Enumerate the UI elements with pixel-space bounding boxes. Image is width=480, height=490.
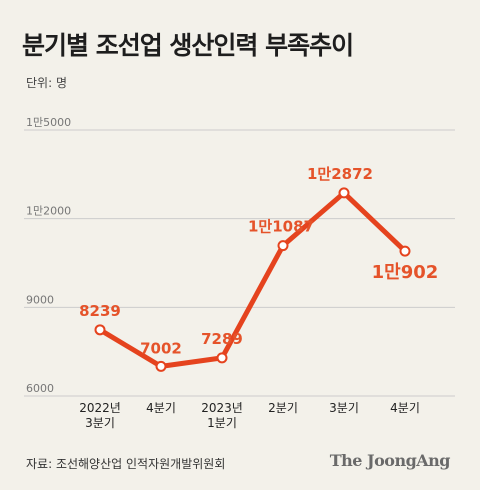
data-point-1 bbox=[155, 360, 167, 372]
x-tick-label-1: 4분기 bbox=[146, 401, 176, 415]
y-tick-label-0: 6000 bbox=[26, 382, 54, 395]
data-label-3: 1만1087 bbox=[248, 218, 314, 236]
x-tick-label-2-0: 2023년 bbox=[201, 401, 243, 415]
chart-title: 분기별 조선업 생산인력 부족추이 bbox=[22, 31, 354, 60]
source-note: 자료: 조선해양산업 인적자원개발위원회 bbox=[26, 457, 226, 471]
brand-logo: The JoongAng bbox=[329, 451, 451, 470]
y-tick-label-3: 1만5000 bbox=[26, 116, 71, 129]
data-point-5 bbox=[399, 245, 411, 257]
data-label-4: 1만2872 bbox=[307, 165, 373, 183]
x-tick-label-0-1: 3분기 bbox=[85, 416, 115, 430]
data-point-3 bbox=[277, 240, 289, 252]
data-point-0 bbox=[94, 324, 106, 336]
x-tick-label-3: 2분기 bbox=[268, 401, 298, 415]
series-line bbox=[97, 190, 408, 369]
y-tick-label-2: 1만2000 bbox=[26, 205, 71, 218]
data-label-1: 7002 bbox=[140, 339, 182, 357]
x-tick-label-4: 3분기 bbox=[329, 401, 359, 415]
data-label-2: 7289 bbox=[201, 330, 243, 348]
data-label-5: 1만902 bbox=[372, 262, 439, 283]
data-point-2 bbox=[216, 352, 228, 364]
data-point-4 bbox=[338, 187, 350, 199]
y-tick-label-1: 9000 bbox=[26, 293, 54, 306]
unit-label: 단위: 명 bbox=[26, 76, 67, 90]
data-label-0: 8239 bbox=[79, 302, 121, 320]
x-tick-label-2-1: 1분기 bbox=[207, 416, 237, 430]
x-tick-label-0-0: 2022년 bbox=[79, 401, 121, 415]
x-tick-label-5: 4분기 bbox=[390, 401, 420, 415]
